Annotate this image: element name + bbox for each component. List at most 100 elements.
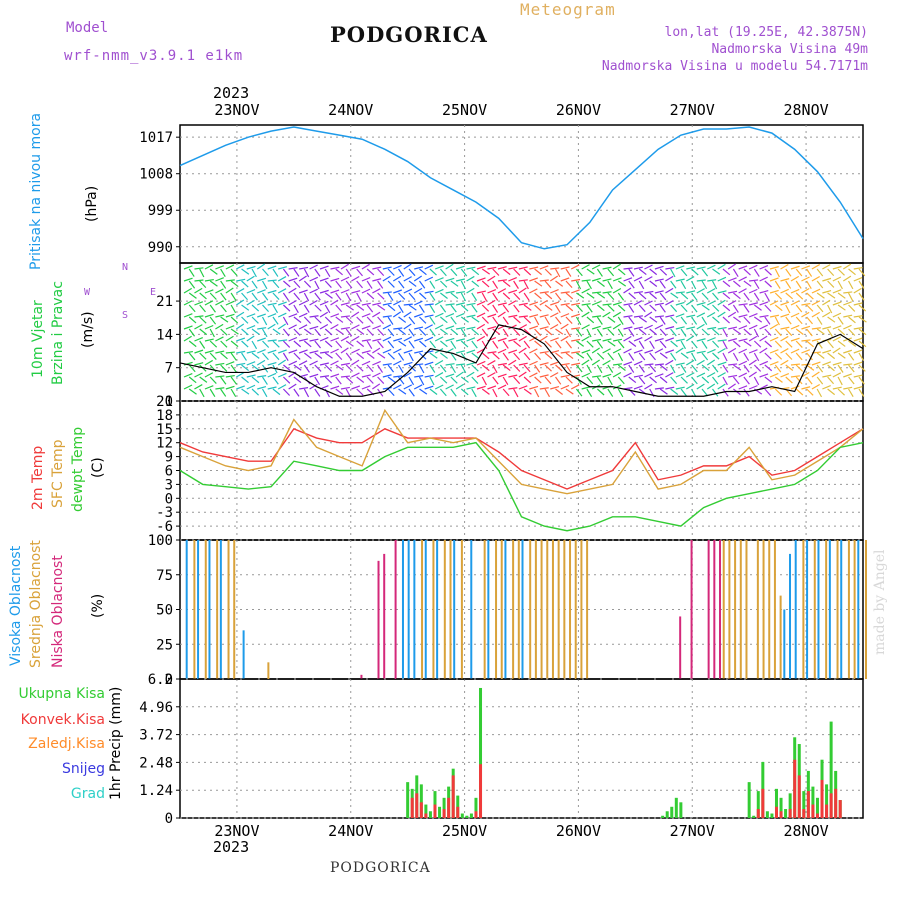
wind-barb-66-10 bbox=[529, 385, 539, 390]
precip-bar-0-24 bbox=[756, 791, 760, 818]
wind-barb-109-5 bbox=[753, 328, 760, 338]
wind-barb-74-2 bbox=[570, 289, 580, 294]
wind-barb-87-0 bbox=[638, 268, 647, 276]
wind-barb-24-0 bbox=[309, 264, 318, 270]
wind-barb-19-3 bbox=[283, 304, 291, 312]
wind-barb-34-7 bbox=[361, 350, 371, 354]
wind-barb-82-10 bbox=[612, 384, 622, 390]
wind-barb-90-9 bbox=[654, 373, 664, 378]
wind-barb-23-8 bbox=[303, 364, 310, 373]
wind-barb-97-9 bbox=[691, 376, 698, 385]
wind-barb-29-7 bbox=[335, 352, 343, 361]
xtick-bottom-2: 25NOV bbox=[442, 822, 487, 840]
wind-barb-11-2 bbox=[241, 292, 248, 301]
wind-barb-35-6 bbox=[366, 340, 373, 350]
wind-barb-90-2 bbox=[654, 290, 664, 294]
wind-barb-42-2 bbox=[403, 288, 413, 294]
wind-barb-120-5 bbox=[811, 327, 821, 330]
wind-barb-129-7 bbox=[858, 352, 865, 362]
wind-barb-50-8 bbox=[445, 363, 455, 366]
wind-barb-106-4 bbox=[738, 314, 748, 318]
wind-barb-5-6 bbox=[209, 340, 218, 348]
cloud-bar-1-73 bbox=[853, 540, 856, 679]
wind-barb-44-10 bbox=[413, 384, 423, 390]
wind-barb-86-6 bbox=[633, 336, 643, 342]
wind-barb-53-5 bbox=[460, 328, 467, 337]
wind-barb-3-0 bbox=[199, 268, 205, 278]
wind-barb-22-6 bbox=[298, 338, 309, 342]
wind-barb-49-8 bbox=[439, 364, 447, 373]
wind-barb-45-2 bbox=[419, 292, 427, 300]
wind-barb-91-3 bbox=[659, 304, 666, 313]
wind-barb-94-8 bbox=[675, 362, 685, 366]
wind-barb-85-2 bbox=[628, 292, 636, 300]
wind-barb-60-4 bbox=[497, 311, 506, 318]
ytick-label-1-0: 0 bbox=[165, 394, 173, 410]
wind-barb-27-8 bbox=[324, 364, 333, 372]
wind-barb-21-7 bbox=[293, 352, 301, 360]
wind-barb-57-9 bbox=[481, 376, 487, 386]
ytick-label-2-3: 3 bbox=[165, 477, 173, 493]
precip-bar-1-25 bbox=[761, 788, 765, 818]
cloud-bar-1-20 bbox=[432, 540, 435, 679]
cloud-bar-1-38 bbox=[546, 540, 549, 679]
wind-barb-64-9 bbox=[518, 371, 527, 378]
wind-barb-21-0 bbox=[293, 268, 300, 277]
wind-barb-102-1 bbox=[717, 276, 727, 282]
precip-bar-1-37 bbox=[815, 813, 819, 818]
wind-barb-100-2 bbox=[706, 288, 716, 294]
wind-barb-94-2 bbox=[675, 291, 685, 294]
cloud-bar-1-7 bbox=[227, 540, 230, 679]
wind-barb-116-4 bbox=[790, 312, 800, 318]
ytick-label-4-2: 2.48 bbox=[139, 755, 173, 771]
wind-barb-45-4 bbox=[419, 316, 427, 324]
wind-barb-70-1 bbox=[549, 275, 559, 282]
wind-barb-78-7 bbox=[591, 347, 600, 354]
wind-barb-84-8 bbox=[623, 361, 633, 366]
wind-barb-16-8 bbox=[267, 361, 277, 366]
ytick-label-2-2: 0 bbox=[165, 491, 173, 507]
wind-barb-4-1 bbox=[204, 278, 214, 282]
wind-barb-29-8 bbox=[335, 364, 344, 371]
wind-barb-65-10 bbox=[523, 388, 532, 395]
wind-barb-33-8 bbox=[356, 364, 364, 372]
precip-bar-1-42 bbox=[838, 800, 842, 818]
precip-bar-0-39 bbox=[825, 784, 829, 818]
cloud-bar-0-17 bbox=[413, 540, 416, 679]
wind-barb-43-5 bbox=[408, 328, 415, 337]
wind-barb-103-0 bbox=[722, 268, 731, 276]
wind-barb-96-5 bbox=[686, 326, 696, 330]
wind-barb-18-0 bbox=[278, 266, 288, 270]
wind-barb-116-3 bbox=[790, 300, 800, 306]
wind-barb-73-3 bbox=[565, 304, 574, 312]
wind-barb-89-2 bbox=[649, 292, 657, 300]
wind-barb-94-5 bbox=[675, 326, 685, 330]
wind-barb-99-4 bbox=[701, 316, 708, 325]
wind-barb-32-9 bbox=[351, 372, 360, 378]
cloud-bar-2-48 bbox=[707, 540, 710, 679]
wind-barb-9-8 bbox=[230, 364, 237, 373]
wind-barb-73-6 bbox=[565, 340, 573, 349]
wind-barb-20-3 bbox=[288, 300, 297, 306]
wind-barb-92-2 bbox=[665, 287, 674, 294]
wind-barb-51-10 bbox=[450, 388, 457, 397]
wind-barb-79-4 bbox=[596, 316, 603, 325]
compass-s: S bbox=[122, 310, 129, 321]
wind-barb-10-1 bbox=[236, 278, 246, 282]
wind-barb-64-0 bbox=[518, 266, 528, 270]
wind-barb-68-8 bbox=[539, 362, 549, 366]
wind-barb-57-2 bbox=[481, 292, 488, 302]
wind-barb-100-5 bbox=[707, 326, 717, 330]
wind-barb-34-9 bbox=[361, 374, 371, 378]
wind-barb-102-6 bbox=[717, 339, 727, 342]
wind-barb-105-9 bbox=[732, 376, 740, 385]
wind-barb-48-6 bbox=[434, 336, 444, 342]
wind-barb-27-6 bbox=[324, 340, 333, 348]
wind-barb-57-3 bbox=[481, 304, 490, 312]
wind-barb-122-3 bbox=[822, 299, 831, 306]
panel-frame-1 bbox=[179, 262, 864, 402]
wind-barb-97-4 bbox=[691, 316, 698, 325]
wind-barb-44-5 bbox=[414, 326, 424, 330]
wind-barb-27-2 bbox=[324, 292, 333, 299]
wind-barb-18-5 bbox=[277, 323, 287, 330]
